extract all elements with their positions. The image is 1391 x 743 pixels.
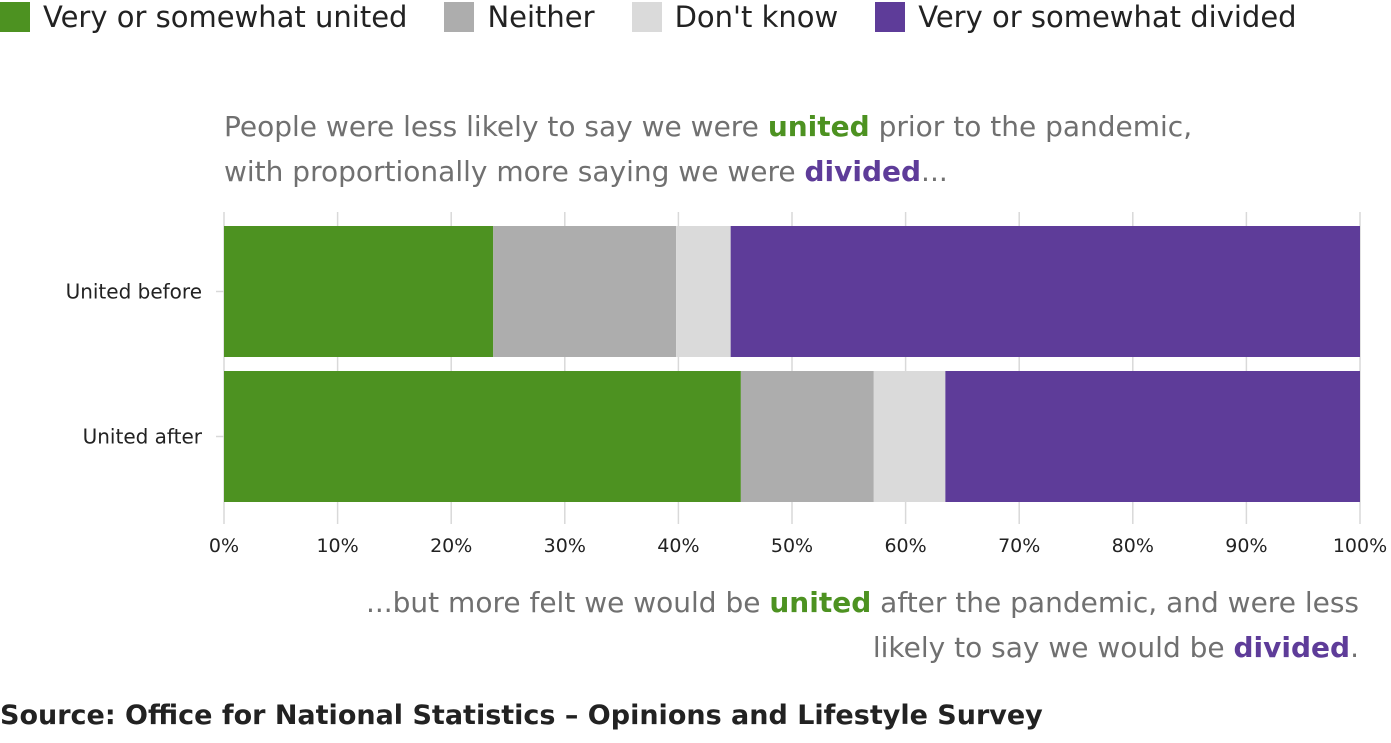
bar-segment	[740, 371, 874, 502]
legend-item-neither: Neither	[444, 0, 595, 34]
x-tick-label: 60%	[884, 535, 926, 557]
annotation-highlight-united: united	[767, 110, 870, 143]
stacked-bar-chart: 0% 10% 20% 30% 40% 50% 60% 70% 80% 90% 100% United …	[66, 212, 1387, 557]
legend-swatch-united	[0, 2, 30, 32]
x-tick-label: 90%	[1225, 535, 1267, 557]
annotation-highlight-divided: divided	[804, 155, 922, 188]
bar-segment	[493, 226, 677, 357]
annotation-highlight-united: united	[769, 586, 872, 619]
annotation-after-pandemic: ...but more felt we would be united afte…	[366, 580, 1359, 670]
legend-swatch-divided	[875, 2, 906, 32]
annotation-before-pandemic: People were less likely to say we were u…	[224, 104, 1192, 194]
bar-segment	[730, 226, 1360, 357]
annotation-text: .	[1350, 631, 1359, 664]
legend-label-united: Very or somewhat united	[43, 0, 408, 34]
legend-item-dont-know: Don't know	[631, 0, 839, 34]
annotation-highlight-divided: divided	[1233, 631, 1351, 664]
legend-item-divided: Very or somewhat divided	[875, 0, 1297, 34]
x-tick-label: 10%	[316, 535, 358, 557]
annotation-text: after the pandemic, and were less	[871, 586, 1359, 619]
source-note: Source: Office for National Statistics –…	[0, 700, 1043, 731]
legend-label-dont-know: Don't know	[674, 0, 839, 34]
x-tick-label: 20%	[430, 535, 472, 557]
x-tick-label: 80%	[1112, 535, 1154, 557]
legend-label-neither: Neither	[487, 0, 595, 34]
annotation-text: People were less likely to say we were	[224, 110, 768, 143]
legend-item-united: Very or somewhat united	[0, 0, 407, 34]
legend-swatch-dont-know	[631, 2, 662, 32]
y-category-label: United before	[66, 280, 202, 304]
bar-segment	[224, 226, 494, 357]
annotation-text: ...	[921, 155, 948, 188]
annotation-bottom-line-2: likely to say we would be divided.	[366, 625, 1359, 670]
legend-label-divided: Very or somewhat divided	[918, 0, 1297, 34]
bar-segment	[945, 371, 1360, 502]
annotation-text: with proportionally more saying we were	[224, 155, 805, 188]
annotation-top-line-1: People were less likely to say we were u…	[224, 104, 1192, 149]
x-tick-label: 40%	[657, 535, 699, 557]
x-tick-label: 0%	[209, 535, 239, 557]
bar-segment	[224, 371, 741, 502]
y-category-label: United after	[83, 425, 203, 449]
annotation-bottom-line-1: ...but more felt we would be united afte…	[366, 580, 1359, 625]
chart-legend: Very or somewhat united Neither Don't kn…	[0, 0, 1334, 34]
bar-segment	[676, 226, 731, 357]
bar-segment	[873, 371, 946, 502]
annotation-top-line-2: with proportionally more saying we were …	[224, 149, 1192, 194]
annotation-text: likely to say we would be	[872, 631, 1234, 664]
annotation-text: ...but more felt we would be	[365, 586, 770, 619]
legend-swatch-neither	[444, 2, 475, 32]
x-tick-label: 70%	[998, 535, 1040, 557]
x-tick-label: 30%	[544, 535, 586, 557]
annotation-text: prior to the pandemic,	[869, 110, 1193, 143]
x-tick-label: 50%	[771, 535, 813, 557]
x-tick-label: 100%	[1333, 535, 1387, 557]
